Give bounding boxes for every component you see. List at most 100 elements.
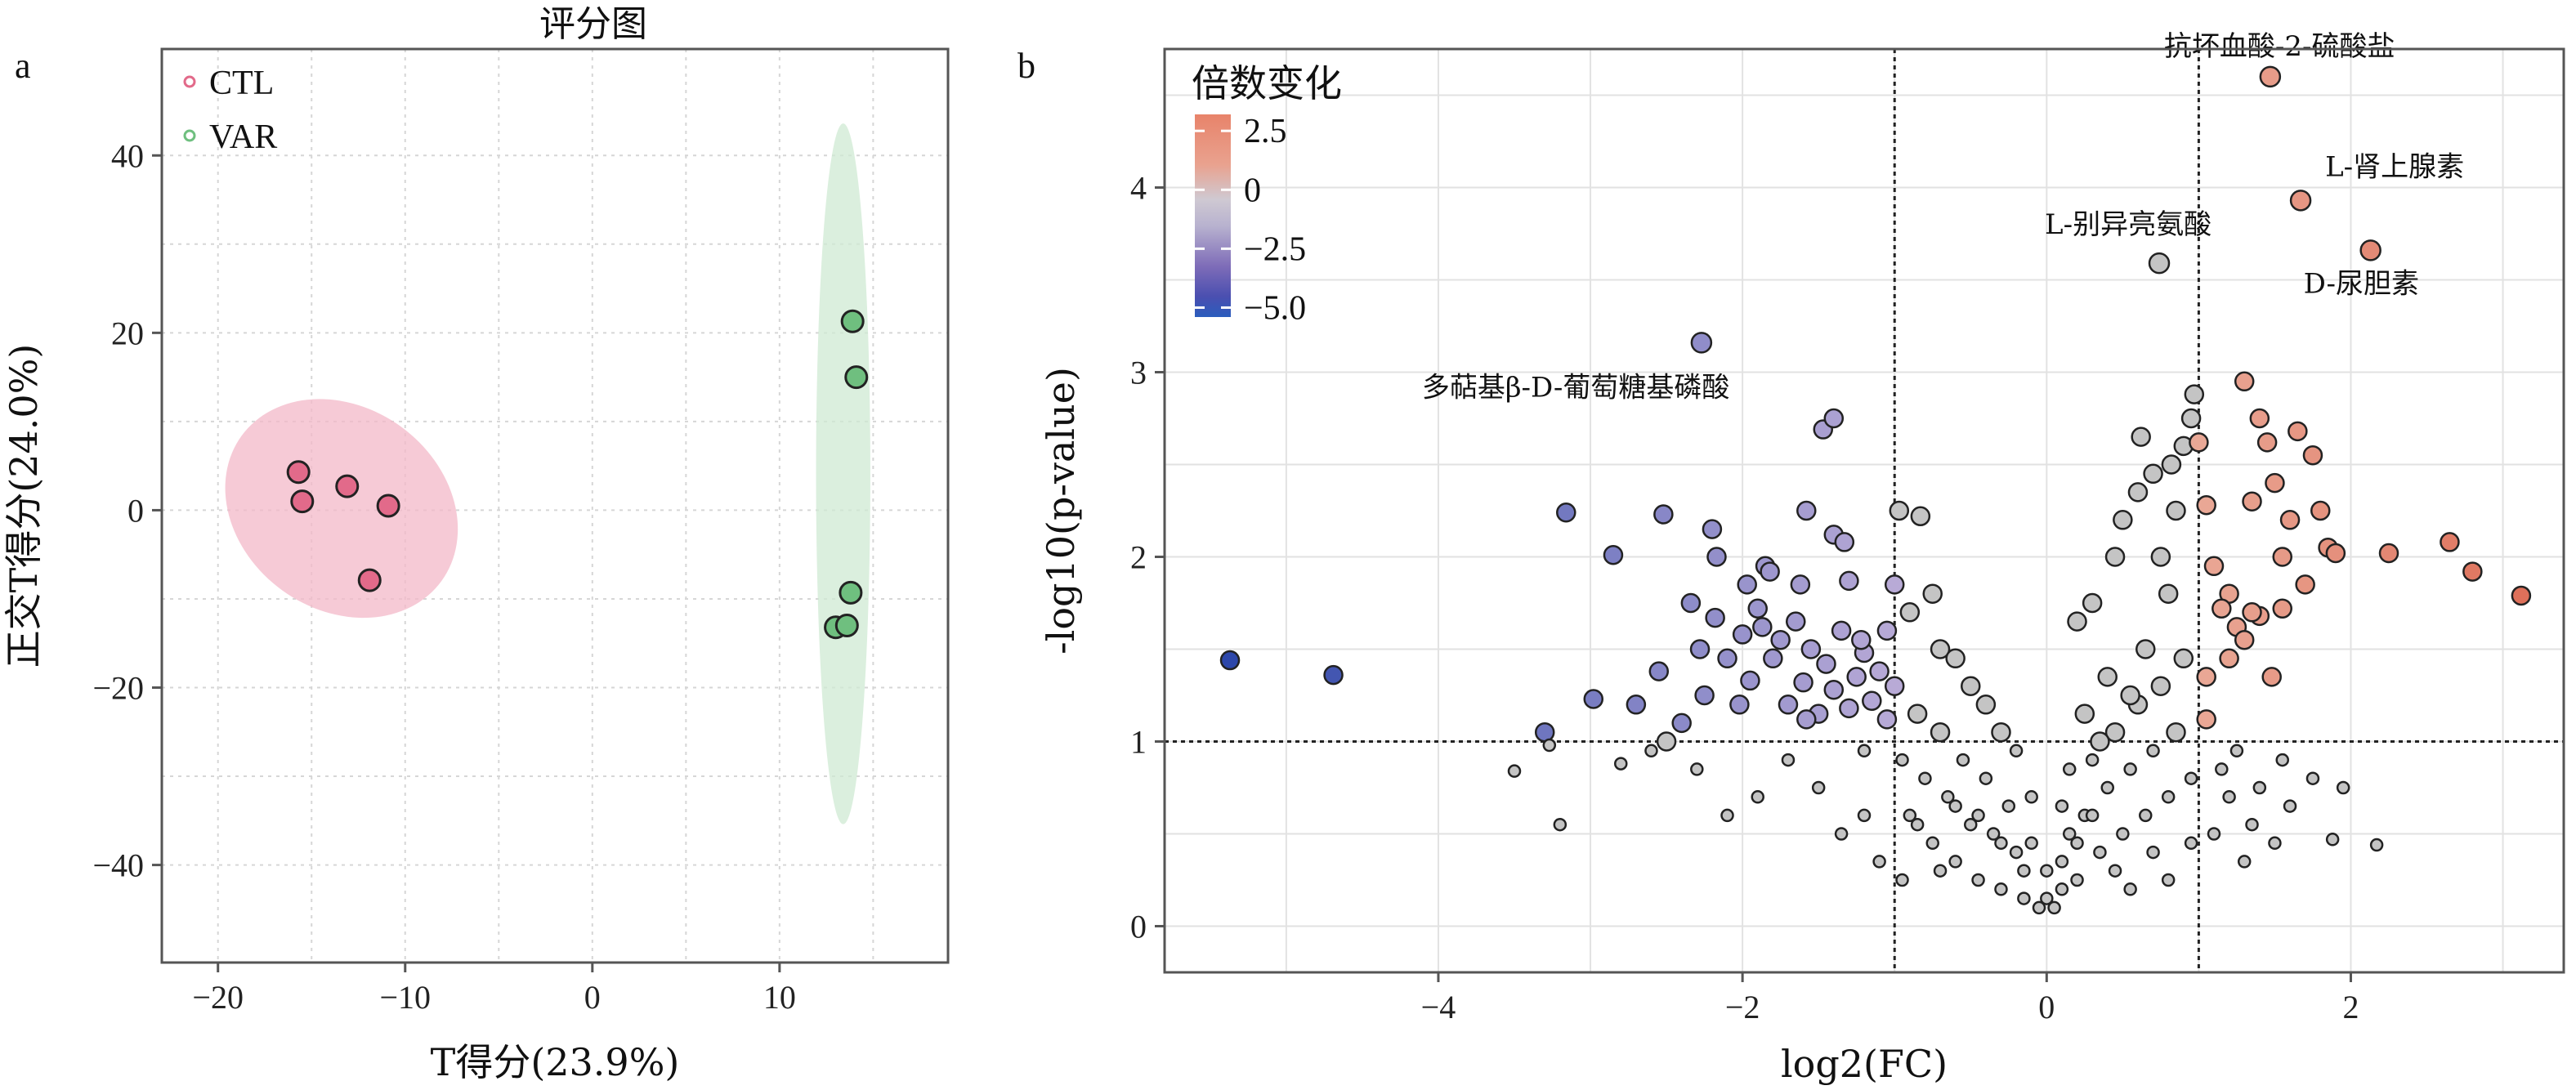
volcano-point bbox=[2272, 547, 2292, 567]
volcano-point bbox=[1941, 790, 1955, 804]
y-tick-label: 4 bbox=[1130, 170, 1147, 207]
volcano-point bbox=[2062, 762, 2077, 776]
volcano-point bbox=[2256, 432, 2278, 453]
score-plot-ticks: −20 −10 0 10 −40 −20 0 20 40 bbox=[92, 137, 795, 1016]
y-tick-label: −40 bbox=[92, 847, 144, 884]
volcano-plot-labeled-points bbox=[1690, 65, 2381, 354]
volcano-point bbox=[2009, 845, 2024, 860]
volcano-plot-points bbox=[1219, 371, 2532, 915]
volcano-point bbox=[1760, 561, 1780, 582]
y-tick-label: 0 bbox=[1130, 909, 1147, 945]
x-tick-label: −2 bbox=[1725, 989, 1760, 1025]
volcano-point bbox=[1507, 764, 1522, 778]
volcano-point bbox=[1862, 690, 1882, 712]
volcano-point bbox=[2127, 482, 2149, 503]
volcano-point bbox=[1737, 574, 1757, 595]
legend-tick-label: 2.5 bbox=[1244, 113, 1287, 150]
score-plot-y-title: 正交T得分(24.0%) bbox=[2, 344, 46, 668]
volcano-point bbox=[1899, 602, 1921, 623]
volcano-point bbox=[2252, 780, 2267, 795]
volcano-point bbox=[2249, 408, 2270, 429]
legend-tick-label: −5.0 bbox=[1244, 289, 1306, 327]
volcano-labeled-point bbox=[2289, 190, 2312, 212]
volcano-point bbox=[1786, 611, 1806, 632]
volcano-point bbox=[1823, 679, 1845, 700]
volcano-point bbox=[2268, 836, 2282, 851]
volcano-point bbox=[1823, 408, 1845, 429]
point-ctl bbox=[290, 489, 315, 514]
volcano-point bbox=[1834, 827, 1849, 841]
volcano-point bbox=[2161, 873, 2176, 887]
point-ctl bbox=[286, 460, 311, 485]
volcano-point bbox=[2325, 543, 2346, 564]
volcano-point bbox=[1834, 532, 1855, 552]
volcano-point bbox=[2234, 629, 2255, 650]
volcano-point bbox=[2120, 685, 2140, 706]
volcano-point bbox=[1542, 738, 1557, 753]
volcano-point bbox=[1839, 570, 1859, 592]
volcano-point bbox=[1706, 547, 1727, 567]
volcano-point bbox=[1323, 664, 1344, 686]
volcano-point bbox=[2222, 790, 2236, 804]
volcano-annotation: D-尿胆素 bbox=[2304, 267, 2419, 300]
volcano-point bbox=[1702, 519, 1723, 539]
volcano-point bbox=[2295, 574, 2315, 595]
volcano-point bbox=[2135, 639, 2156, 659]
volcano-point bbox=[2173, 648, 2194, 669]
volcano-point bbox=[1219, 650, 1241, 671]
volcano-point bbox=[2305, 771, 2320, 785]
volcano-point bbox=[1922, 583, 1943, 604]
volcano-point bbox=[1800, 639, 1822, 659]
volcano-point bbox=[1895, 753, 1909, 767]
volcano-point bbox=[1961, 676, 1981, 696]
volcano-point bbox=[2024, 790, 2038, 804]
volcano-point bbox=[2325, 833, 2340, 847]
volcano-point bbox=[2150, 676, 2171, 696]
score-plot-frame bbox=[160, 47, 950, 964]
x-tick-label: 10 bbox=[763, 979, 796, 1016]
volcano-point bbox=[1986, 827, 2001, 841]
volcano-point bbox=[2082, 592, 2103, 614]
volcano-point bbox=[2024, 836, 2038, 851]
volcano-point bbox=[1778, 695, 1799, 715]
volcano-point bbox=[1614, 757, 1628, 771]
volcano-point bbox=[2104, 721, 2126, 743]
y-tick-label: 20 bbox=[111, 315, 144, 351]
point-ctl bbox=[335, 474, 360, 498]
volcano-point bbox=[1846, 667, 1867, 687]
volcano-point bbox=[1763, 648, 1783, 669]
volcano-point bbox=[2085, 808, 2100, 823]
volcano-point bbox=[2261, 667, 2282, 687]
volcano-point bbox=[2462, 561, 2483, 582]
legend-label-var: VAR bbox=[209, 118, 277, 156]
volcano-point bbox=[1705, 607, 1725, 628]
volcano-point bbox=[2166, 721, 2186, 743]
volcano-point bbox=[1918, 771, 1932, 785]
point-var bbox=[839, 580, 863, 605]
volcano-point bbox=[2265, 472, 2285, 494]
volcano-point bbox=[2017, 864, 2031, 878]
volcano-point bbox=[2040, 864, 2054, 878]
y-tick-label: 3 bbox=[1130, 355, 1147, 391]
volcano-point bbox=[2212, 598, 2232, 619]
volcano-point bbox=[2017, 891, 2031, 905]
volcano-point bbox=[2275, 753, 2289, 767]
volcano-point bbox=[2166, 500, 2186, 521]
volcano-point bbox=[2123, 762, 2137, 776]
volcano-point bbox=[1583, 689, 1604, 709]
volcano-point bbox=[1991, 721, 2011, 743]
volcano-annotation: 抗坏血酸-2-硫酸盐 bbox=[2164, 30, 2395, 63]
volcano-labeled-point bbox=[2359, 239, 2381, 261]
volcano-plot-x-title: log2(FC) bbox=[1781, 1042, 1948, 1086]
volcano-point bbox=[1994, 882, 2008, 896]
volcano-point bbox=[1752, 617, 1773, 637]
point-var bbox=[834, 614, 859, 638]
volcano-point bbox=[2090, 731, 2110, 752]
volcano-point bbox=[1851, 629, 1872, 650]
volcano-point bbox=[2279, 510, 2301, 530]
point-var bbox=[844, 365, 869, 390]
volcano-point bbox=[1603, 544, 1624, 565]
x-tick-label: 0 bbox=[2038, 989, 2055, 1025]
